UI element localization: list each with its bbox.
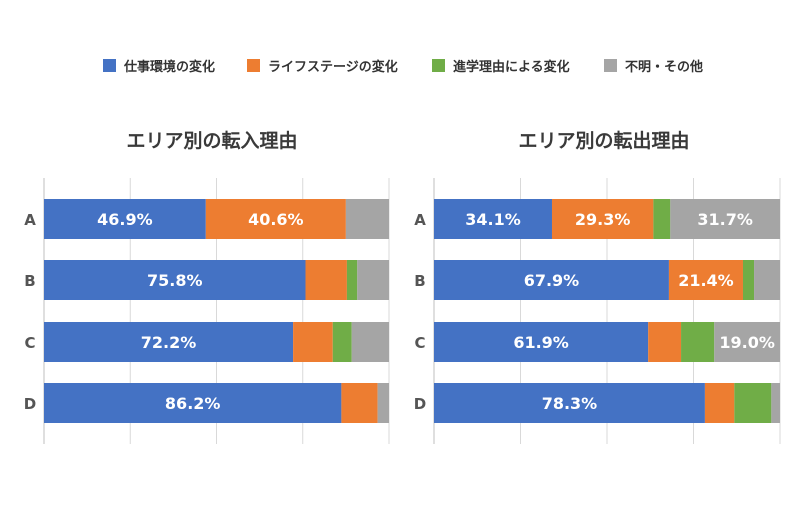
chart-outflow: エリア別の転出理由 A 34.1% 29.3% 31.7% B 67.9% 21.4% C 61.… bbox=[414, 129, 781, 444]
category-label: D bbox=[414, 395, 426, 413]
bar-segment-study bbox=[742, 260, 755, 300]
bar-segment-life bbox=[341, 383, 378, 423]
bar-segment-study bbox=[653, 199, 671, 239]
bar-segment-study bbox=[346, 260, 358, 300]
category-label: C bbox=[414, 334, 425, 352]
legend-item-life: ライフステージの変化 bbox=[247, 59, 398, 75]
chart-title: エリア別の転入理由 bbox=[126, 129, 297, 152]
bar-segment-life bbox=[668, 260, 743, 300]
chart-inflow: エリア別の転入理由 A 46.9% 40.6% B 75.8% C 72.2% D 86.2% bbox=[24, 129, 390, 444]
bar-segment-study bbox=[734, 383, 772, 423]
bar-segment-work bbox=[44, 383, 342, 423]
chart-title: エリア別の転出理由 bbox=[518, 129, 689, 152]
legend: 仕事環境の変化 ライフステージの変化 進学理由による変化 不明・その他 bbox=[103, 59, 703, 75]
bar-segment-other bbox=[377, 383, 389, 423]
category-label: A bbox=[24, 211, 36, 229]
data-label: 75.8% bbox=[147, 271, 203, 290]
bar-segment-study bbox=[681, 322, 715, 362]
bar-segment-life bbox=[205, 199, 346, 239]
bar-segment-other bbox=[714, 322, 780, 362]
data-label: 34.1% bbox=[465, 210, 521, 229]
legend-swatch-other bbox=[604, 59, 617, 72]
data-label: 67.9% bbox=[524, 271, 580, 290]
data-label: 40.6% bbox=[248, 210, 304, 229]
bar-segment-work bbox=[434, 260, 669, 300]
bar-segment-life bbox=[704, 383, 735, 423]
bar-segment-other bbox=[345, 199, 389, 239]
legend-label-study: 進学理由による変化 bbox=[453, 59, 570, 75]
legend-swatch-study bbox=[432, 59, 445, 72]
bar-segment-work bbox=[44, 260, 306, 300]
data-label: 72.2% bbox=[141, 333, 197, 352]
bar-segment-life bbox=[293, 322, 333, 362]
data-label: 86.2% bbox=[165, 394, 221, 413]
bar-segment-work bbox=[434, 383, 705, 423]
category-label: D bbox=[24, 395, 36, 413]
legend-label-work: 仕事環境の変化 bbox=[123, 59, 215, 75]
bar-segment-work bbox=[434, 199, 552, 239]
bar-segment-other bbox=[754, 260, 780, 300]
data-label: 21.4% bbox=[678, 271, 734, 290]
bar-segment-work bbox=[434, 322, 649, 362]
data-label: 19.0% bbox=[719, 333, 775, 352]
bar-segment-work bbox=[44, 322, 294, 362]
category-label: A bbox=[414, 211, 426, 229]
legend-item-work: 仕事環境の変化 bbox=[103, 59, 215, 75]
data-label: 29.3% bbox=[575, 210, 631, 229]
bar-segment-other bbox=[351, 322, 389, 362]
data-label: 31.7% bbox=[697, 210, 753, 229]
bar-segment-study bbox=[332, 322, 352, 362]
bar-segment-life bbox=[648, 322, 682, 362]
legend-swatch-work bbox=[103, 59, 116, 72]
category-label: B bbox=[414, 272, 425, 290]
data-label: 78.3% bbox=[542, 394, 598, 413]
legend-swatch-life bbox=[247, 59, 260, 72]
bar-segment-other bbox=[670, 199, 780, 239]
bar-segment-life bbox=[551, 199, 654, 239]
category-label: B bbox=[24, 272, 35, 290]
legend-label-life: ライフステージの変化 bbox=[268, 59, 398, 75]
bar-segment-other bbox=[357, 260, 389, 300]
bar-segment-life bbox=[305, 260, 347, 300]
data-label: 61.9% bbox=[513, 333, 569, 352]
category-label: C bbox=[24, 334, 35, 352]
legend-item-other: 不明・その他 bbox=[604, 59, 703, 75]
bar-segment-other bbox=[771, 383, 780, 423]
legend-label-other: 不明・その他 bbox=[625, 59, 703, 75]
legend-item-study: 進学理由による変化 bbox=[432, 59, 570, 75]
data-label: 46.9% bbox=[97, 210, 153, 229]
bar-segment-work bbox=[44, 199, 206, 239]
